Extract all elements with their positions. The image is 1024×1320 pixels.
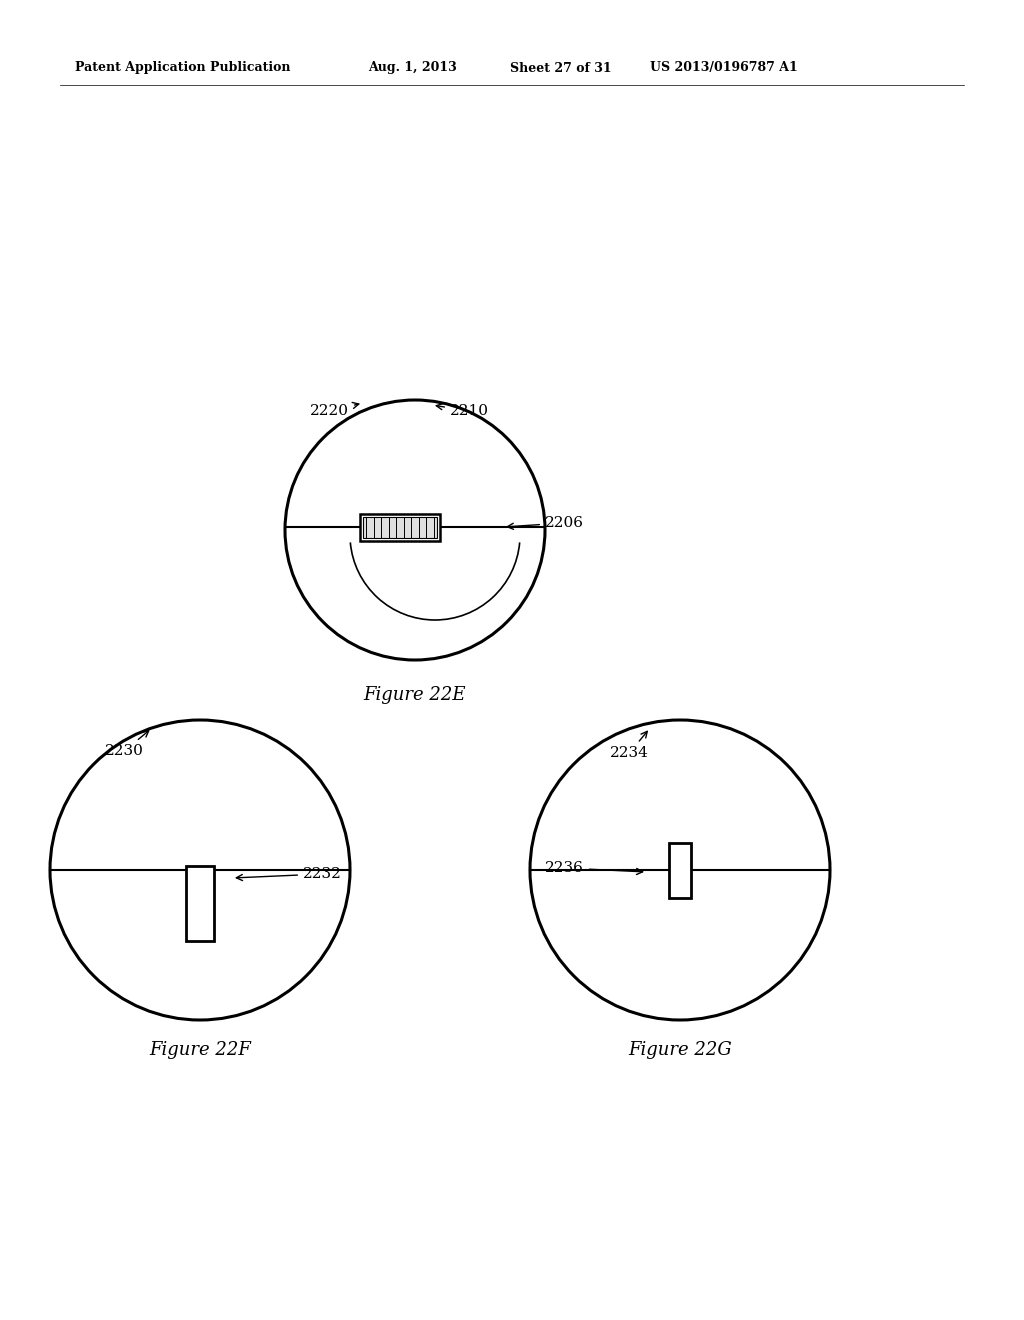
Text: 2220: 2220 [310, 403, 358, 418]
Text: 2206: 2206 [507, 516, 584, 531]
Text: 2236: 2236 [545, 861, 643, 875]
Bar [360, 513, 440, 540]
Bar [362, 516, 437, 537]
Text: Sheet 27 of 31: Sheet 27 of 31 [510, 62, 611, 74]
Text: Figure 22E: Figure 22E [364, 686, 466, 704]
Text: Patent Application Publication: Patent Application Publication [75, 62, 291, 74]
Text: Figure 22G: Figure 22G [628, 1041, 732, 1059]
Text: Figure 22F: Figure 22F [150, 1041, 251, 1059]
Text: Aug. 1, 2013: Aug. 1, 2013 [368, 62, 457, 74]
Bar [186, 866, 214, 940]
Bar [669, 842, 691, 898]
Text: 2234: 2234 [610, 731, 649, 760]
Text: US 2013/0196787 A1: US 2013/0196787 A1 [650, 62, 798, 74]
Text: 2230: 2230 [105, 731, 148, 758]
Text: 2232: 2232 [237, 867, 342, 880]
Text: 2210: 2210 [436, 404, 489, 418]
